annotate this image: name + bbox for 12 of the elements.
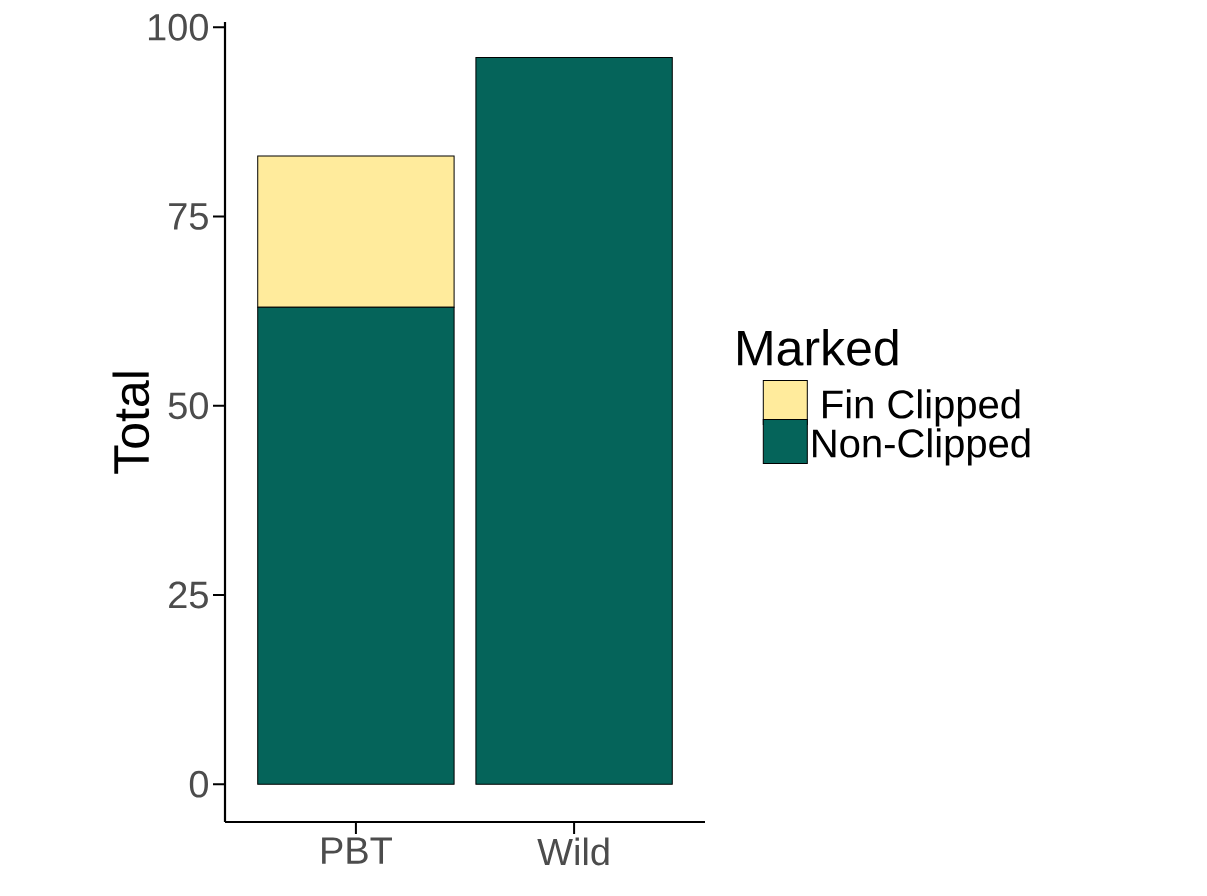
y-axis-title: Total <box>112 372 150 474</box>
y-tick-label: 0 <box>189 770 208 798</box>
bar <box>475 57 673 785</box>
legend-label: Non-Clipped <box>813 428 1030 466</box>
y-tick-label: 50 <box>168 392 208 420</box>
y-tick-label: 25 <box>169 581 208 609</box>
y-tick-label: 100 <box>148 13 208 41</box>
legend-label: Fin Clipped <box>823 389 1020 427</box>
x-tick-label: PBT <box>322 837 392 864</box>
x-tick-label: Wild <box>537 837 609 866</box>
legend-title: Marked <box>738 329 898 366</box>
y-tick-label: 75 <box>169 203 208 230</box>
